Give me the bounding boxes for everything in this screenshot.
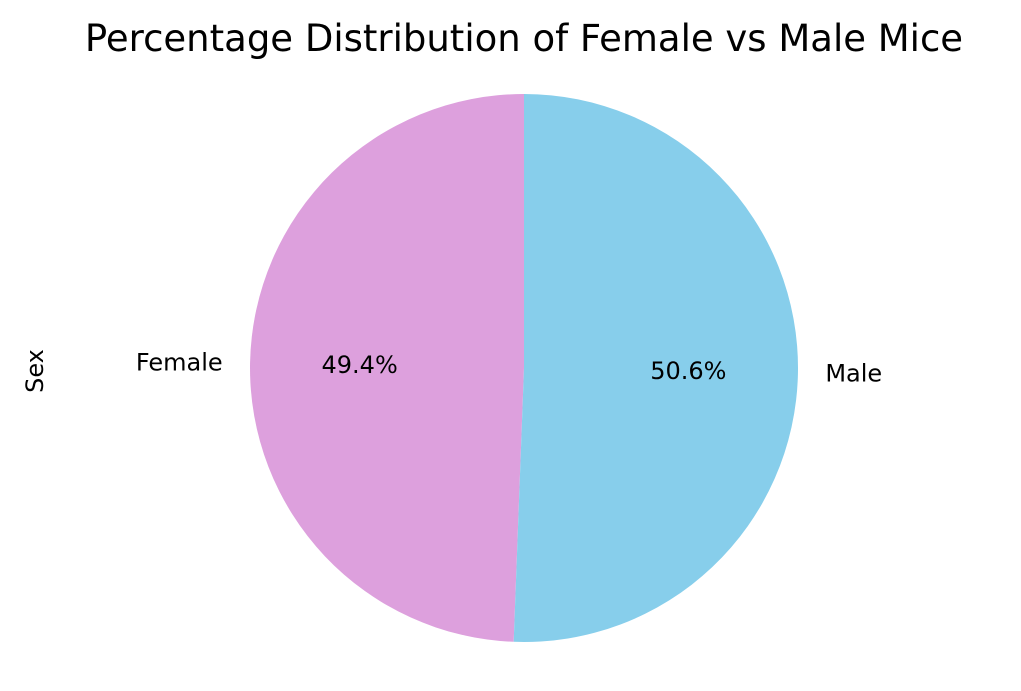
pie-slice-male: [513, 94, 799, 643]
slice-label-male: Male: [825, 360, 882, 388]
percent-label-male: 50.6%: [650, 357, 726, 385]
y-axis-label: Sex: [21, 349, 49, 393]
chart-title: Percentage Distribution of Female vs Mal…: [85, 17, 963, 60]
percent-label-female: 49.4%: [322, 351, 398, 379]
pie-labels: Female 49.4% Male 50.6%: [136, 348, 882, 387]
slice-label-female: Female: [136, 348, 223, 376]
pie-slice-female: [250, 94, 524, 642]
pie-slices: [250, 94, 799, 643]
